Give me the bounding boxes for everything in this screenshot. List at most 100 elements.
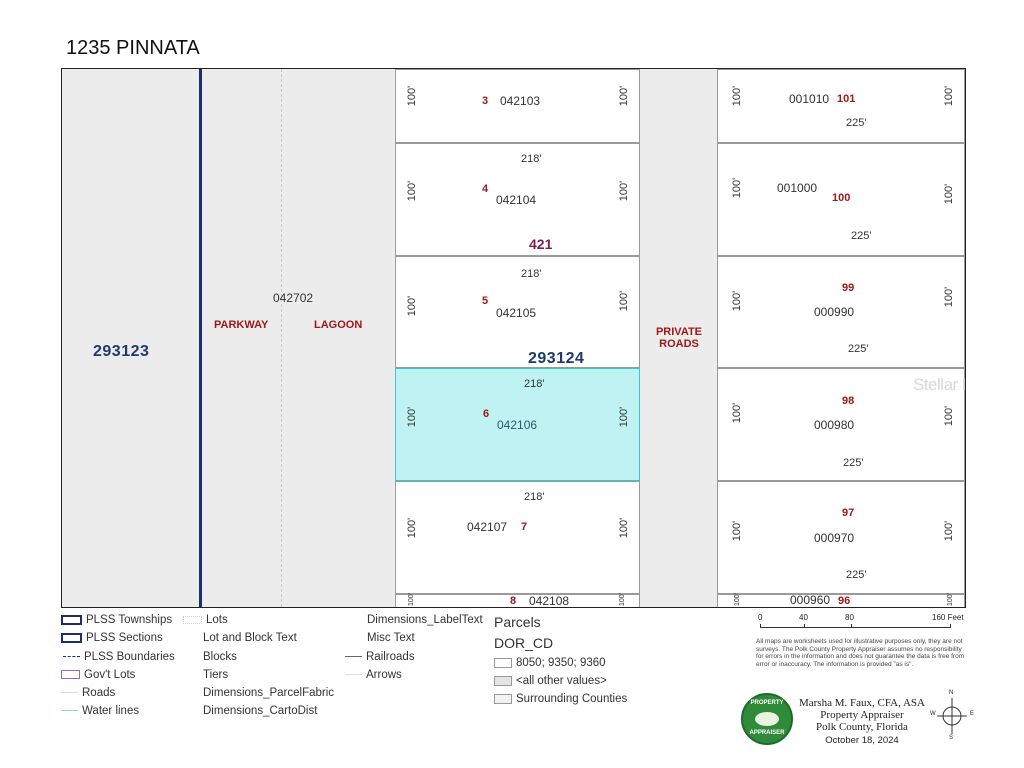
lot-number: 6 (483, 408, 490, 420)
legend-item: Railroads (345, 651, 415, 663)
compass-rose-icon: N S W E (930, 690, 975, 741)
legend-item: Tiers (203, 669, 229, 681)
dimension-left: 100' (734, 592, 742, 607)
lagoon-label: LAGOON (314, 319, 363, 331)
dimension-right: 100' (618, 85, 631, 107)
lot-6-selected[interactable] (395, 368, 640, 481)
dimension-left: 100' (406, 517, 419, 539)
appraiser-county: Polk County, Florida (816, 721, 908, 733)
parcel-id: 042104 (496, 193, 537, 207)
lot-7[interactable] (395, 481, 640, 594)
map-legend: PLSS Townships PLSS Sections PLSS Bounda… (61, 608, 711, 768)
appraiser-role: Property Appraiser (820, 709, 904, 721)
lot-number: 98 (842, 395, 855, 407)
lot-number: 4 (482, 183, 489, 195)
parcel-map[interactable]: 293123 293124 421 042702 PARKWAY LAGOON … (61, 68, 966, 608)
dimension-left: 100' (406, 85, 419, 107)
dimension-right: 100' (943, 520, 956, 542)
parcel-id: 000960 (790, 593, 831, 607)
lot-number: 101 (837, 93, 856, 105)
property-appraiser-seal: PROPERTY APPRAISER (741, 693, 793, 745)
dimension-left: 100' (731, 177, 744, 199)
lot-99[interactable] (717, 256, 965, 368)
parcel-id: 042105 (496, 306, 537, 320)
legend-class: Surrounding Counties (494, 693, 627, 705)
legend-parcels-title: Parcels (494, 614, 541, 630)
lot-100[interactable] (717, 143, 965, 256)
legend-item: Gov't Lots (61, 669, 135, 681)
legend-item: Dimensions_LabelText (367, 614, 483, 626)
dimension-left: 100' (731, 290, 744, 312)
dimension-left: 100' (408, 592, 416, 607)
dimension-left: 100' (731, 520, 744, 542)
parcel-id: 042103 (500, 94, 541, 108)
dimension-right: 100' (943, 286, 956, 308)
dimension-right: 100' (619, 592, 627, 607)
dimension-depth: 225' (851, 230, 872, 242)
dimension-left: 100' (406, 295, 419, 317)
dimension-right: 100' (943, 183, 956, 205)
dimension-width: 218' (521, 268, 542, 280)
lot-96[interactable] (717, 594, 965, 607)
map-date: October 18, 2024 (825, 735, 899, 746)
legend-item: Lot and Block Text (203, 632, 297, 644)
section-label-293124: 293124 (528, 350, 585, 367)
lot-5[interactable] (395, 256, 640, 368)
lot-98[interactable] (717, 368, 965, 481)
dimension-left: 100' (406, 406, 419, 428)
block-label: 421 (529, 236, 553, 252)
dimension-right: 100' (943, 85, 956, 107)
dimension-right: 100' (618, 517, 631, 539)
legend-item: PLSS Townships (61, 614, 172, 626)
lot-number: 5 (482, 295, 489, 307)
lot-number: 7 (521, 521, 528, 533)
legend-item: Roads (61, 687, 115, 699)
lot-4[interactable] (395, 143, 640, 256)
section-label-293123: 293123 (93, 343, 150, 360)
legend-item: Dimensions_ParcelFabric (203, 687, 335, 699)
dimension-left: 100' (731, 85, 744, 107)
parcel-id: 001000 (777, 181, 818, 195)
dimension-depth: 225' (846, 569, 867, 581)
parcel-id: 000980 (814, 418, 855, 432)
dimension-right: 100' (618, 290, 631, 312)
section-boundary-line (199, 69, 202, 607)
parcel-id: 000970 (814, 531, 855, 545)
dimension-right: 100' (943, 405, 956, 427)
dimension-left: 100' (731, 402, 744, 424)
dimension-width: 218' (521, 153, 542, 165)
parkway-label: PARKWAY (214, 319, 269, 331)
dimension-right: 100' (947, 592, 955, 607)
legend-item: Dimensions_CartoDist (203, 705, 318, 717)
lot-8[interactable] (395, 594, 640, 607)
legend-item: Lots (183, 614, 228, 626)
lot-number: 97 (842, 507, 855, 519)
dimension-width: 218' (524, 378, 545, 390)
watermark: Stellar MLS (913, 375, 965, 394)
dimension-depth: 225' (846, 117, 867, 129)
dimension-width: 218' (524, 491, 545, 503)
appraiser-name: Marsha M. Faux, CFA, ASA (798, 697, 925, 709)
legend-item: Misc Text (367, 632, 415, 644)
disclaimer-text: All maps are worksheets used for illustr… (756, 638, 965, 668)
parcel-id: 042106 (497, 418, 538, 432)
lot-101[interactable] (717, 69, 965, 143)
legend-item: PLSS Boundaries (61, 651, 175, 663)
dimension-left: 100' (406, 180, 419, 202)
legend-item: PLSS Sections (61, 632, 163, 644)
legend-class: <all other values> (494, 675, 607, 687)
lot-number: 8 (510, 595, 517, 607)
parcel-id: 000990 (814, 305, 855, 319)
lot-number: 3 (482, 95, 489, 107)
dimension-depth: 225' (843, 457, 864, 469)
legend-item: Water lines (61, 705, 139, 717)
dimension-right: 100' (618, 406, 631, 428)
lot-3[interactable] (395, 69, 640, 143)
dimension-right: 100' (618, 180, 631, 202)
parcel-id: 001010 (789, 92, 830, 106)
appraiser-info: Marsha M. Faux, CFA, ASA Property Apprai… (796, 697, 928, 747)
section-293123-area (62, 69, 200, 607)
legend-dor-title: DOR_CD (494, 635, 554, 651)
lot-97[interactable] (717, 481, 965, 594)
parkway-lagoon-area (202, 69, 394, 607)
